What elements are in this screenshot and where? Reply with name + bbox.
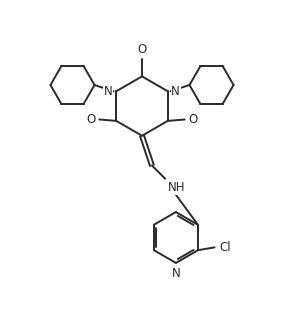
Text: O: O bbox=[188, 113, 197, 126]
Text: NH: NH bbox=[168, 181, 185, 194]
Text: N: N bbox=[171, 85, 180, 98]
Text: Cl: Cl bbox=[220, 241, 231, 254]
Text: N: N bbox=[172, 267, 180, 280]
Text: O: O bbox=[137, 43, 147, 56]
Text: N: N bbox=[104, 85, 113, 98]
Text: O: O bbox=[87, 113, 96, 126]
